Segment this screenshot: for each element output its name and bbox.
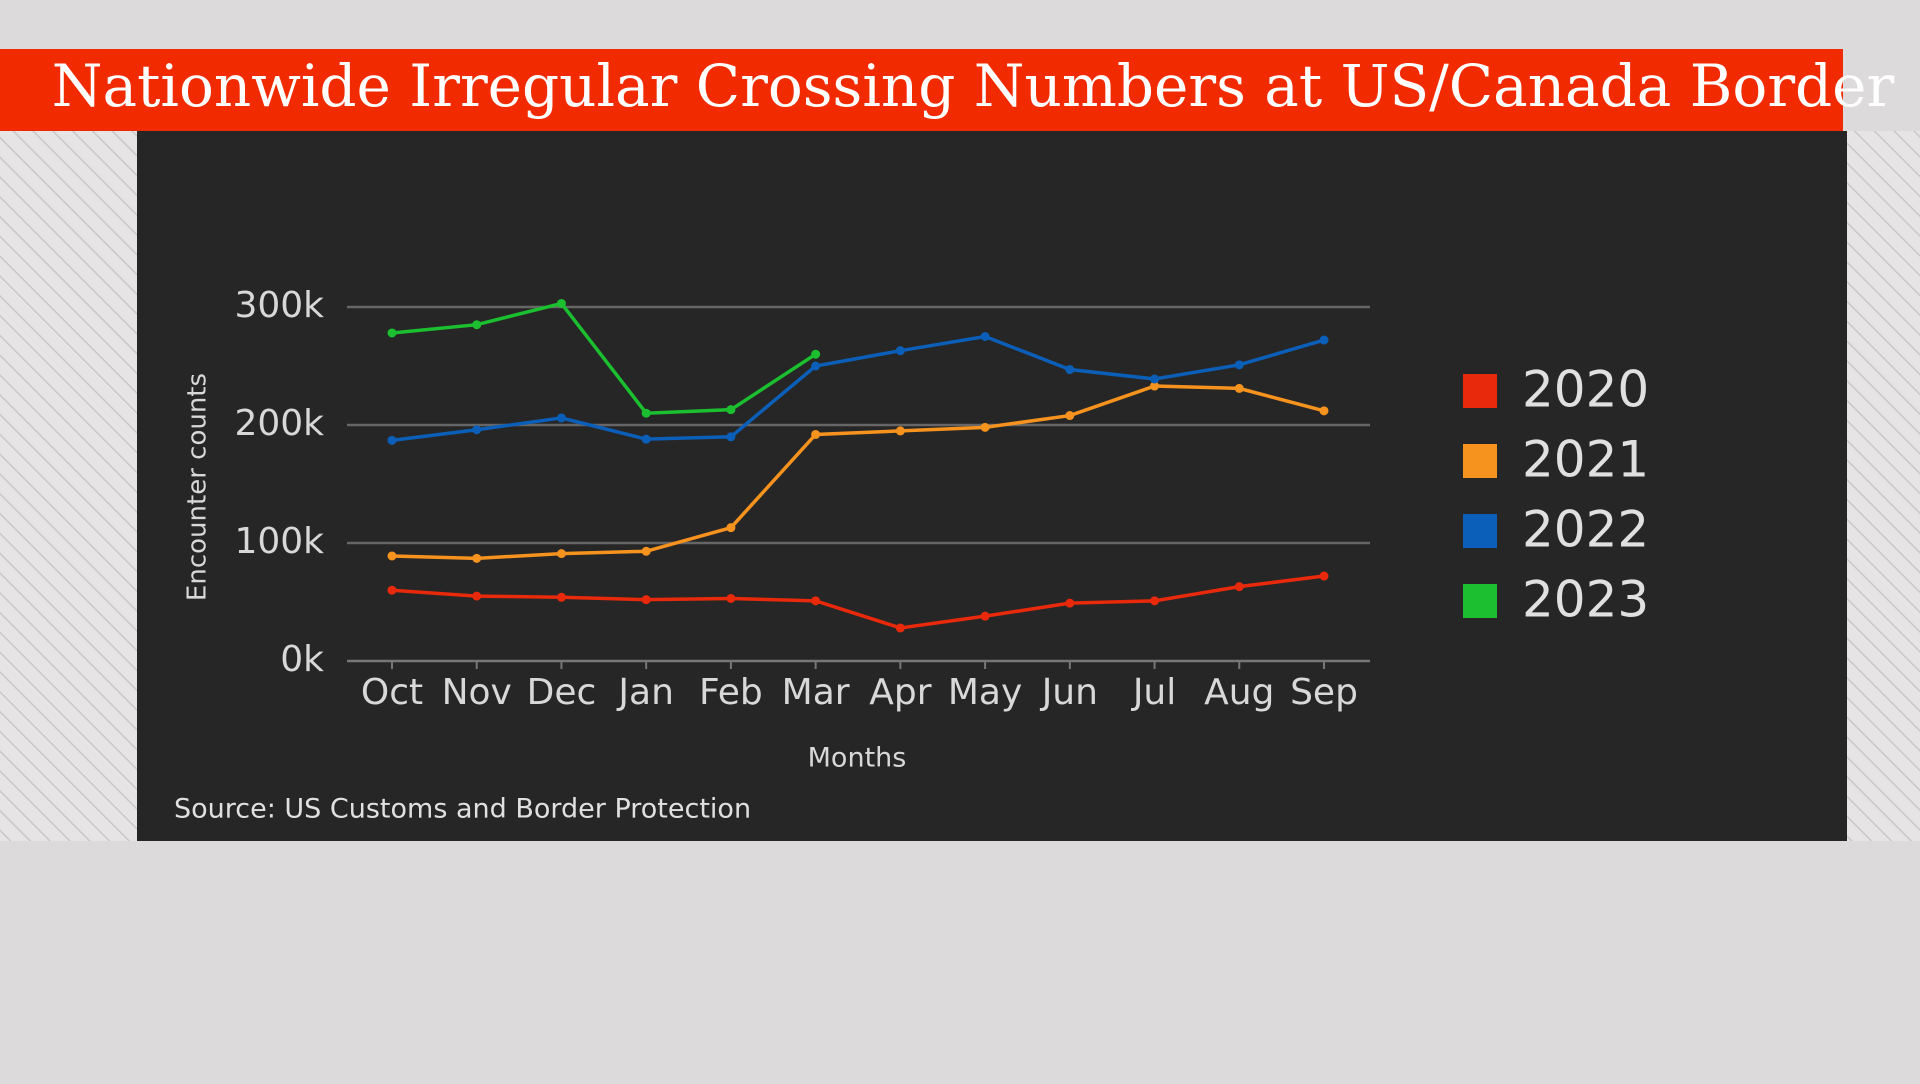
data-point xyxy=(980,611,990,621)
legend-label: 2020 xyxy=(1522,361,1649,419)
x-tick-label: Nov xyxy=(442,672,512,713)
data-point xyxy=(1150,374,1160,384)
x-tick-label: Oct xyxy=(361,672,423,713)
legend-label: 2023 xyxy=(1522,571,1649,629)
data-point xyxy=(1065,598,1075,608)
data-point xyxy=(641,434,651,444)
series-line xyxy=(391,301,817,415)
data-point xyxy=(387,585,397,595)
data-point xyxy=(472,320,482,330)
legend-label: 2022 xyxy=(1522,501,1649,559)
x-tick-label: Sep xyxy=(1290,672,1358,713)
data-point xyxy=(895,346,905,356)
data-point xyxy=(1234,383,1244,393)
data-point xyxy=(980,332,990,341)
data-point xyxy=(472,425,482,435)
x-tick-label: Dec xyxy=(527,672,597,713)
x-tick-label: Feb xyxy=(699,672,763,713)
series-line xyxy=(391,574,1325,630)
y-tick-label: 0k xyxy=(280,639,324,680)
data-point xyxy=(726,432,736,442)
x-tick-label: Apr xyxy=(869,672,931,713)
legend-swatch xyxy=(1463,444,1497,478)
data-point xyxy=(641,595,651,605)
legend-swatch xyxy=(1463,374,1497,408)
data-point xyxy=(811,349,821,359)
data-point xyxy=(811,429,821,439)
data-point xyxy=(472,591,482,601)
title-banner xyxy=(0,49,1843,131)
x-axis-title: Months xyxy=(808,743,907,774)
data-point xyxy=(472,553,482,563)
data-point xyxy=(811,596,821,606)
data-point xyxy=(1150,381,1160,391)
data-point xyxy=(1319,335,1329,345)
data-point xyxy=(980,422,990,432)
y-tick-label: 200k xyxy=(234,403,324,444)
plot-panel xyxy=(137,131,1847,841)
x-tick-label: Aug xyxy=(1204,672,1274,713)
source-note: Source: US Customs and Border Protection xyxy=(174,794,751,825)
x-tick-label: Jan xyxy=(616,672,674,713)
data-point xyxy=(1319,571,1329,581)
y-tick-label: 300k xyxy=(234,285,324,326)
data-point xyxy=(387,328,397,338)
data-point xyxy=(1234,360,1244,370)
data-point xyxy=(556,413,566,423)
data-point xyxy=(1150,596,1160,606)
data-point xyxy=(895,623,905,633)
y-axis-title: Encounter counts xyxy=(183,373,213,601)
series-line xyxy=(391,334,1325,443)
data-point xyxy=(387,551,397,561)
data-point xyxy=(641,546,651,556)
y-tick-label: 100k xyxy=(234,521,324,562)
data-point xyxy=(387,435,397,445)
data-point xyxy=(1234,582,1244,592)
legend-swatch xyxy=(1463,584,1497,618)
data-point xyxy=(1319,406,1329,416)
data-point xyxy=(641,408,651,418)
chart-title: Nationwide Irregular Crossing Numbers at… xyxy=(52,52,1895,120)
x-tick-label: Jul xyxy=(1131,672,1176,713)
x-tick-label: May xyxy=(948,672,1022,713)
data-point xyxy=(1065,365,1075,375)
data-point xyxy=(726,523,736,533)
legend-label: 2021 xyxy=(1522,431,1649,489)
data-point xyxy=(556,549,566,559)
legend-swatch xyxy=(1463,514,1497,548)
data-point xyxy=(726,593,736,603)
data-point xyxy=(895,426,905,436)
data-point xyxy=(1065,411,1075,421)
x-tick-label: Jun xyxy=(1040,672,1098,713)
data-point xyxy=(556,592,566,602)
x-tick-label: Mar xyxy=(782,672,850,713)
data-point xyxy=(556,298,566,308)
data-point xyxy=(811,361,821,371)
series-line xyxy=(391,384,1325,561)
data-point xyxy=(726,405,736,415)
